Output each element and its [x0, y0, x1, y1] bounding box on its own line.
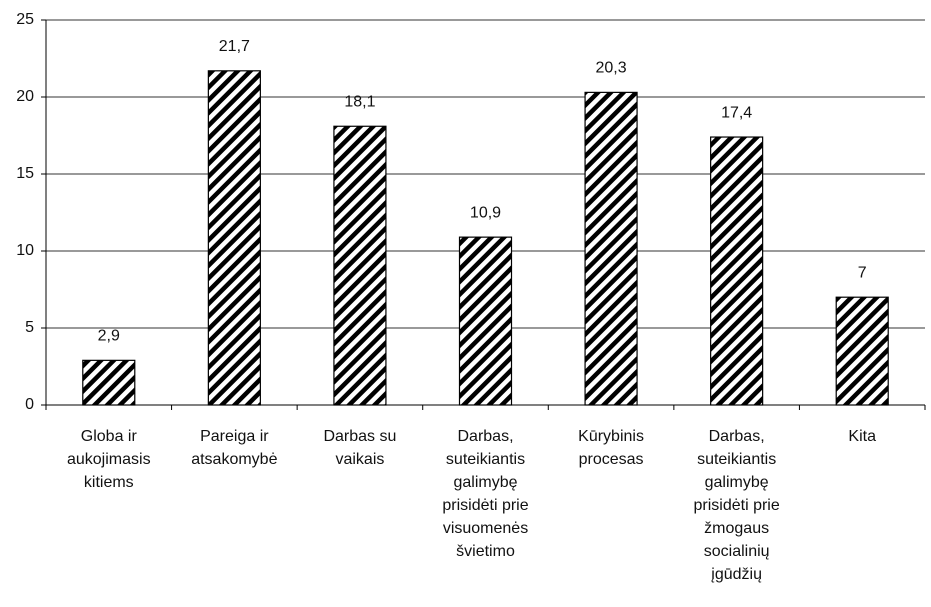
value-label: 17,4: [721, 104, 752, 121]
x-tick-label: Pareiga ir atsakomybė: [191, 428, 278, 468]
value-label: 7: [858, 264, 867, 281]
x-tick-label: Kūrybinis procesas: [578, 428, 644, 468]
x-tick-label: Darbas, suteikiantis galimybę prisidėti …: [442, 428, 529, 560]
y-tick-label: 0: [25, 396, 34, 413]
value-label: 20,3: [596, 60, 627, 77]
bar: [835, 296, 889, 406]
bar: [333, 125, 387, 406]
x-tick-label: Darbas, suteikiantis galimybę prisidėti …: [693, 428, 780, 583]
y-tick-label: 10: [16, 242, 34, 259]
bar: [207, 70, 261, 406]
y-tick-label: 25: [16, 11, 34, 28]
value-label: 2,9: [98, 328, 120, 345]
y-tick-label: 5: [25, 319, 34, 336]
value-label: 21,7: [219, 38, 250, 55]
x-tick-label: Darbas su vaikais: [323, 428, 397, 468]
bar: [458, 236, 513, 406]
x-tick-label: Globa ir aukojimasis kitiems: [66, 428, 151, 491]
value-label: 18,1: [344, 93, 375, 110]
y-tick-label: 15: [16, 165, 34, 182]
value-label: 10,9: [470, 204, 501, 221]
bar: [710, 136, 764, 406]
x-tick-label: Kita: [848, 428, 876, 445]
bar: [82, 359, 136, 406]
y-tick-label: 20: [16, 88, 34, 105]
bar: [584, 91, 638, 406]
